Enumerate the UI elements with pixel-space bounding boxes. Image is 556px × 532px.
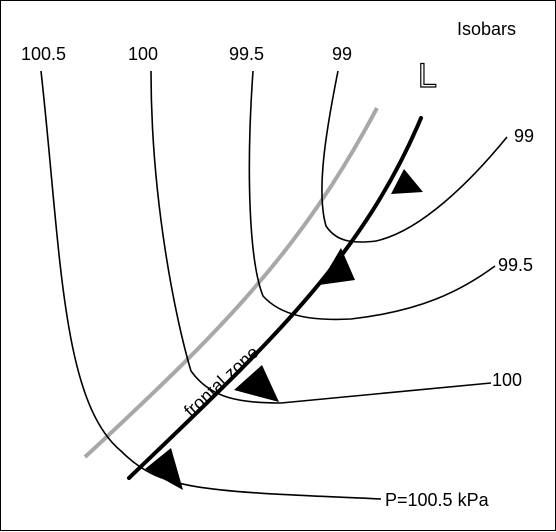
right-label-99-5: 99.5: [498, 255, 533, 275]
isobar-100: [150, 70, 492, 404]
isobar-99: [321, 70, 508, 243]
top-label-99: 99: [332, 44, 352, 64]
right-label-100: 100: [492, 370, 522, 390]
top-label-100: 100: [128, 44, 158, 64]
front-triangle-2: [319, 248, 355, 285]
right-label-99: 99: [514, 126, 534, 146]
top-label-99-5: 99.5: [229, 44, 264, 64]
right-label-100-5: P=100.5 kPa: [385, 490, 490, 510]
diagram-title: Isobars: [457, 19, 516, 39]
isobar-100-5: [40, 70, 382, 500]
isobar-99-5: [248, 70, 496, 321]
frontal-zone-boundary: [83, 107, 379, 459]
top-label-100-5: 100.5: [21, 44, 66, 64]
front-triangle-1: [391, 169, 423, 194]
low-pressure-symbol: L: [418, 57, 437, 95]
cold-front-line: [127, 116, 423, 480]
front-triangle-4: [145, 448, 183, 490]
front-triangle-3: [234, 365, 279, 402]
